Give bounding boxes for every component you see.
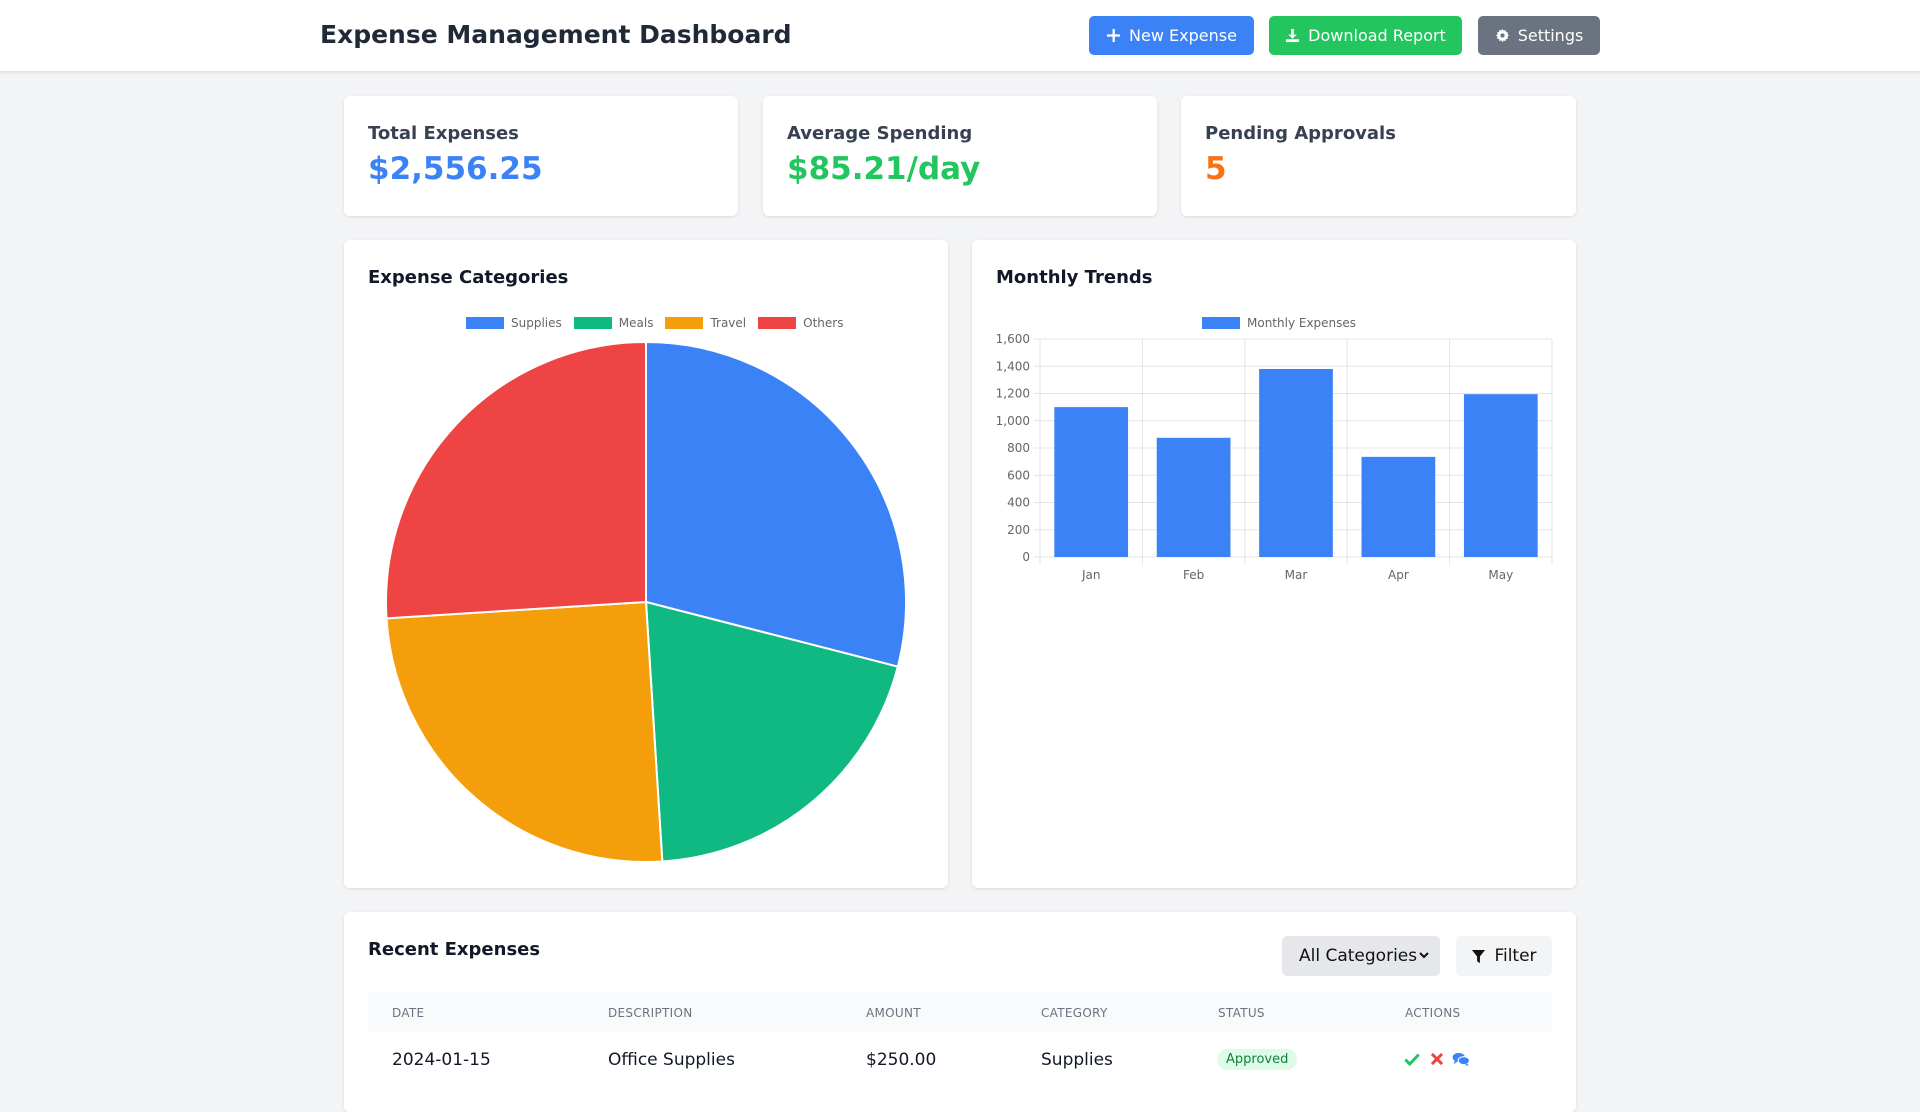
column-header-description: DESCRIPTION xyxy=(608,1006,693,1020)
legend-swatch xyxy=(758,317,797,329)
pie-legend-item[interactable]: Travel xyxy=(665,316,746,330)
filter-icon xyxy=(1472,949,1486,963)
filter-button[interactable]: Filter xyxy=(1456,936,1552,976)
bar-legend: Monthly Expenses xyxy=(1202,316,1356,330)
expense-categories-card: Expense Categories xyxy=(344,240,948,888)
pie-legend: Supplies Meals Travel Others xyxy=(466,316,843,330)
stat-card-total-expenses: Total Expenses $2,556.25 xyxy=(344,96,738,216)
new-expense-label: New Expense xyxy=(1129,26,1237,45)
comments-icon[interactable] xyxy=(1452,1050,1470,1068)
stat-label: Pending Approvals xyxy=(1205,123,1396,144)
cell-date: 2024-01-15 xyxy=(392,1050,491,1070)
monthly-trends-card: Monthly Trends xyxy=(972,240,1576,888)
close-icon[interactable] xyxy=(1428,1050,1446,1068)
stat-value: $2,556.25 xyxy=(368,151,543,187)
table-header: DATE DESCRIPTION AMOUNT CATEGORY STATUS … xyxy=(368,992,1552,1032)
settings-button[interactable]: Settings xyxy=(1478,16,1600,55)
status-badge: Approved xyxy=(1217,1049,1298,1070)
legend-label: Others xyxy=(803,316,844,330)
check-icon[interactable] xyxy=(1403,1050,1421,1068)
legend-swatch xyxy=(665,317,704,329)
top-header: Expense Management Dashboard New Expense… xyxy=(0,0,1920,71)
stat-label: Average Spending xyxy=(787,123,973,144)
legend-label: Meals xyxy=(618,316,654,330)
column-header-status: STATUS xyxy=(1218,1006,1265,1020)
column-header-actions: ACTIONS xyxy=(1405,1006,1461,1020)
new-expense-button[interactable]: New Expense xyxy=(1089,16,1254,55)
card-title: Recent Expenses xyxy=(368,939,541,960)
legend-label: Monthly Expenses xyxy=(1247,316,1357,330)
filter-label: Filter xyxy=(1494,946,1537,966)
stat-card-average-spending: Average Spending $85.21/day xyxy=(763,96,1157,216)
cell-category: Supplies xyxy=(1041,1050,1113,1070)
stat-card-pending-approvals: Pending Approvals 5 xyxy=(1181,96,1576,216)
page-title: Expense Management Dashboard xyxy=(320,20,792,49)
column-header-date: DATE xyxy=(392,1006,425,1020)
stat-label: Total Expenses xyxy=(368,123,519,144)
legend-swatch xyxy=(1202,317,1240,329)
category-select[interactable]: All Categories xyxy=(1282,936,1440,976)
legend-label: Travel xyxy=(710,316,747,330)
category-select-value: All Categories xyxy=(1299,946,1418,966)
stat-value: 5 xyxy=(1205,151,1227,187)
column-header-category: CATEGORY xyxy=(1041,1006,1108,1020)
download-report-label: Download Report xyxy=(1308,26,1446,45)
chevron-down-icon xyxy=(1419,952,1429,959)
download-icon xyxy=(1286,28,1300,43)
legend-label: Supplies xyxy=(511,316,562,330)
pie-legend-item[interactable]: Meals xyxy=(573,316,654,330)
pie-legend-item[interactable]: Supplies xyxy=(466,316,562,330)
stat-value: $85.21/day xyxy=(787,151,981,187)
column-header-amount: AMOUNT xyxy=(866,1006,921,1020)
gear-icon xyxy=(1495,28,1509,43)
download-report-button[interactable]: Download Report xyxy=(1269,16,1462,55)
cell-amount: $250.00 xyxy=(866,1050,937,1070)
card-title: Expense Categories xyxy=(368,267,569,288)
bar-legend-item[interactable]: Monthly Expenses xyxy=(1202,316,1356,330)
plus-icon xyxy=(1106,28,1121,43)
legend-swatch xyxy=(573,317,612,329)
settings-label: Settings xyxy=(1517,26,1584,45)
card-title: Monthly Trends xyxy=(996,267,1153,288)
cell-description: Office Supplies xyxy=(608,1050,735,1070)
pie-legend-item[interactable]: Others xyxy=(758,316,843,330)
legend-swatch xyxy=(466,317,504,329)
